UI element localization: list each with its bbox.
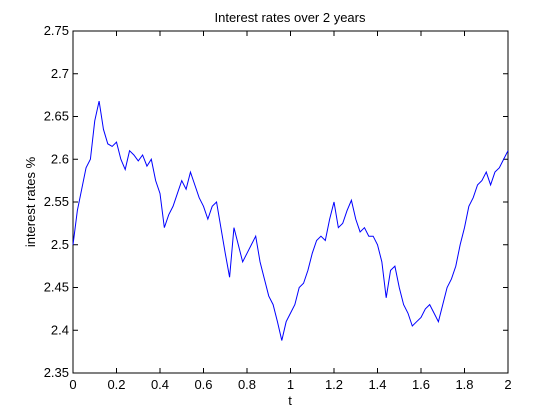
chart-title: Interest rates over 2 years xyxy=(214,10,366,25)
x-tick-label: 1 xyxy=(287,377,294,392)
y-tick-label: 2.5 xyxy=(51,237,69,252)
y-tick-label: 2.55 xyxy=(44,194,69,209)
y-tick-label: 2.65 xyxy=(44,109,69,124)
x-tick-label: 0.4 xyxy=(151,377,169,392)
y-tick-label: 2.4 xyxy=(51,322,69,337)
y-tick-label: 2.35 xyxy=(44,365,69,380)
x-tick-label: 0 xyxy=(69,377,76,392)
y-tick-label: 2.75 xyxy=(44,23,69,38)
x-tick-label: 0.2 xyxy=(107,377,125,392)
x-tick-label: 1.8 xyxy=(455,377,473,392)
y-tick-label: 2.7 xyxy=(51,66,69,81)
x-axis-label: t xyxy=(288,393,292,408)
x-tick-label: 1.2 xyxy=(325,377,343,392)
x-tick-label: 1.4 xyxy=(368,377,386,392)
x-tick-label: 0.8 xyxy=(238,377,256,392)
x-tick-label: 1.6 xyxy=(412,377,430,392)
x-tick-label: 0.6 xyxy=(194,377,212,392)
x-tick-label: 2 xyxy=(504,377,511,392)
y-tick-label: 2.6 xyxy=(51,151,69,166)
series-line xyxy=(72,101,509,341)
axes-box xyxy=(72,30,509,374)
y-tick-label: 2.45 xyxy=(44,280,69,295)
x-axis: 0 0.2 0.4 0.6 0.8 1 1.2 1.4 1.6 1.8 2 xyxy=(69,31,512,392)
plot-area: 0 0.2 0.4 0.6 0.8 1 1.2 1.4 1.6 1.8 2 2.352.42.452… xyxy=(44,23,512,392)
y-axis-label: interest rates % xyxy=(23,156,38,247)
y-axis: 2.35 2.4 2.45 2.5 2.55 2.6 2.65 2.7 2.75 xyxy=(44,23,508,380)
